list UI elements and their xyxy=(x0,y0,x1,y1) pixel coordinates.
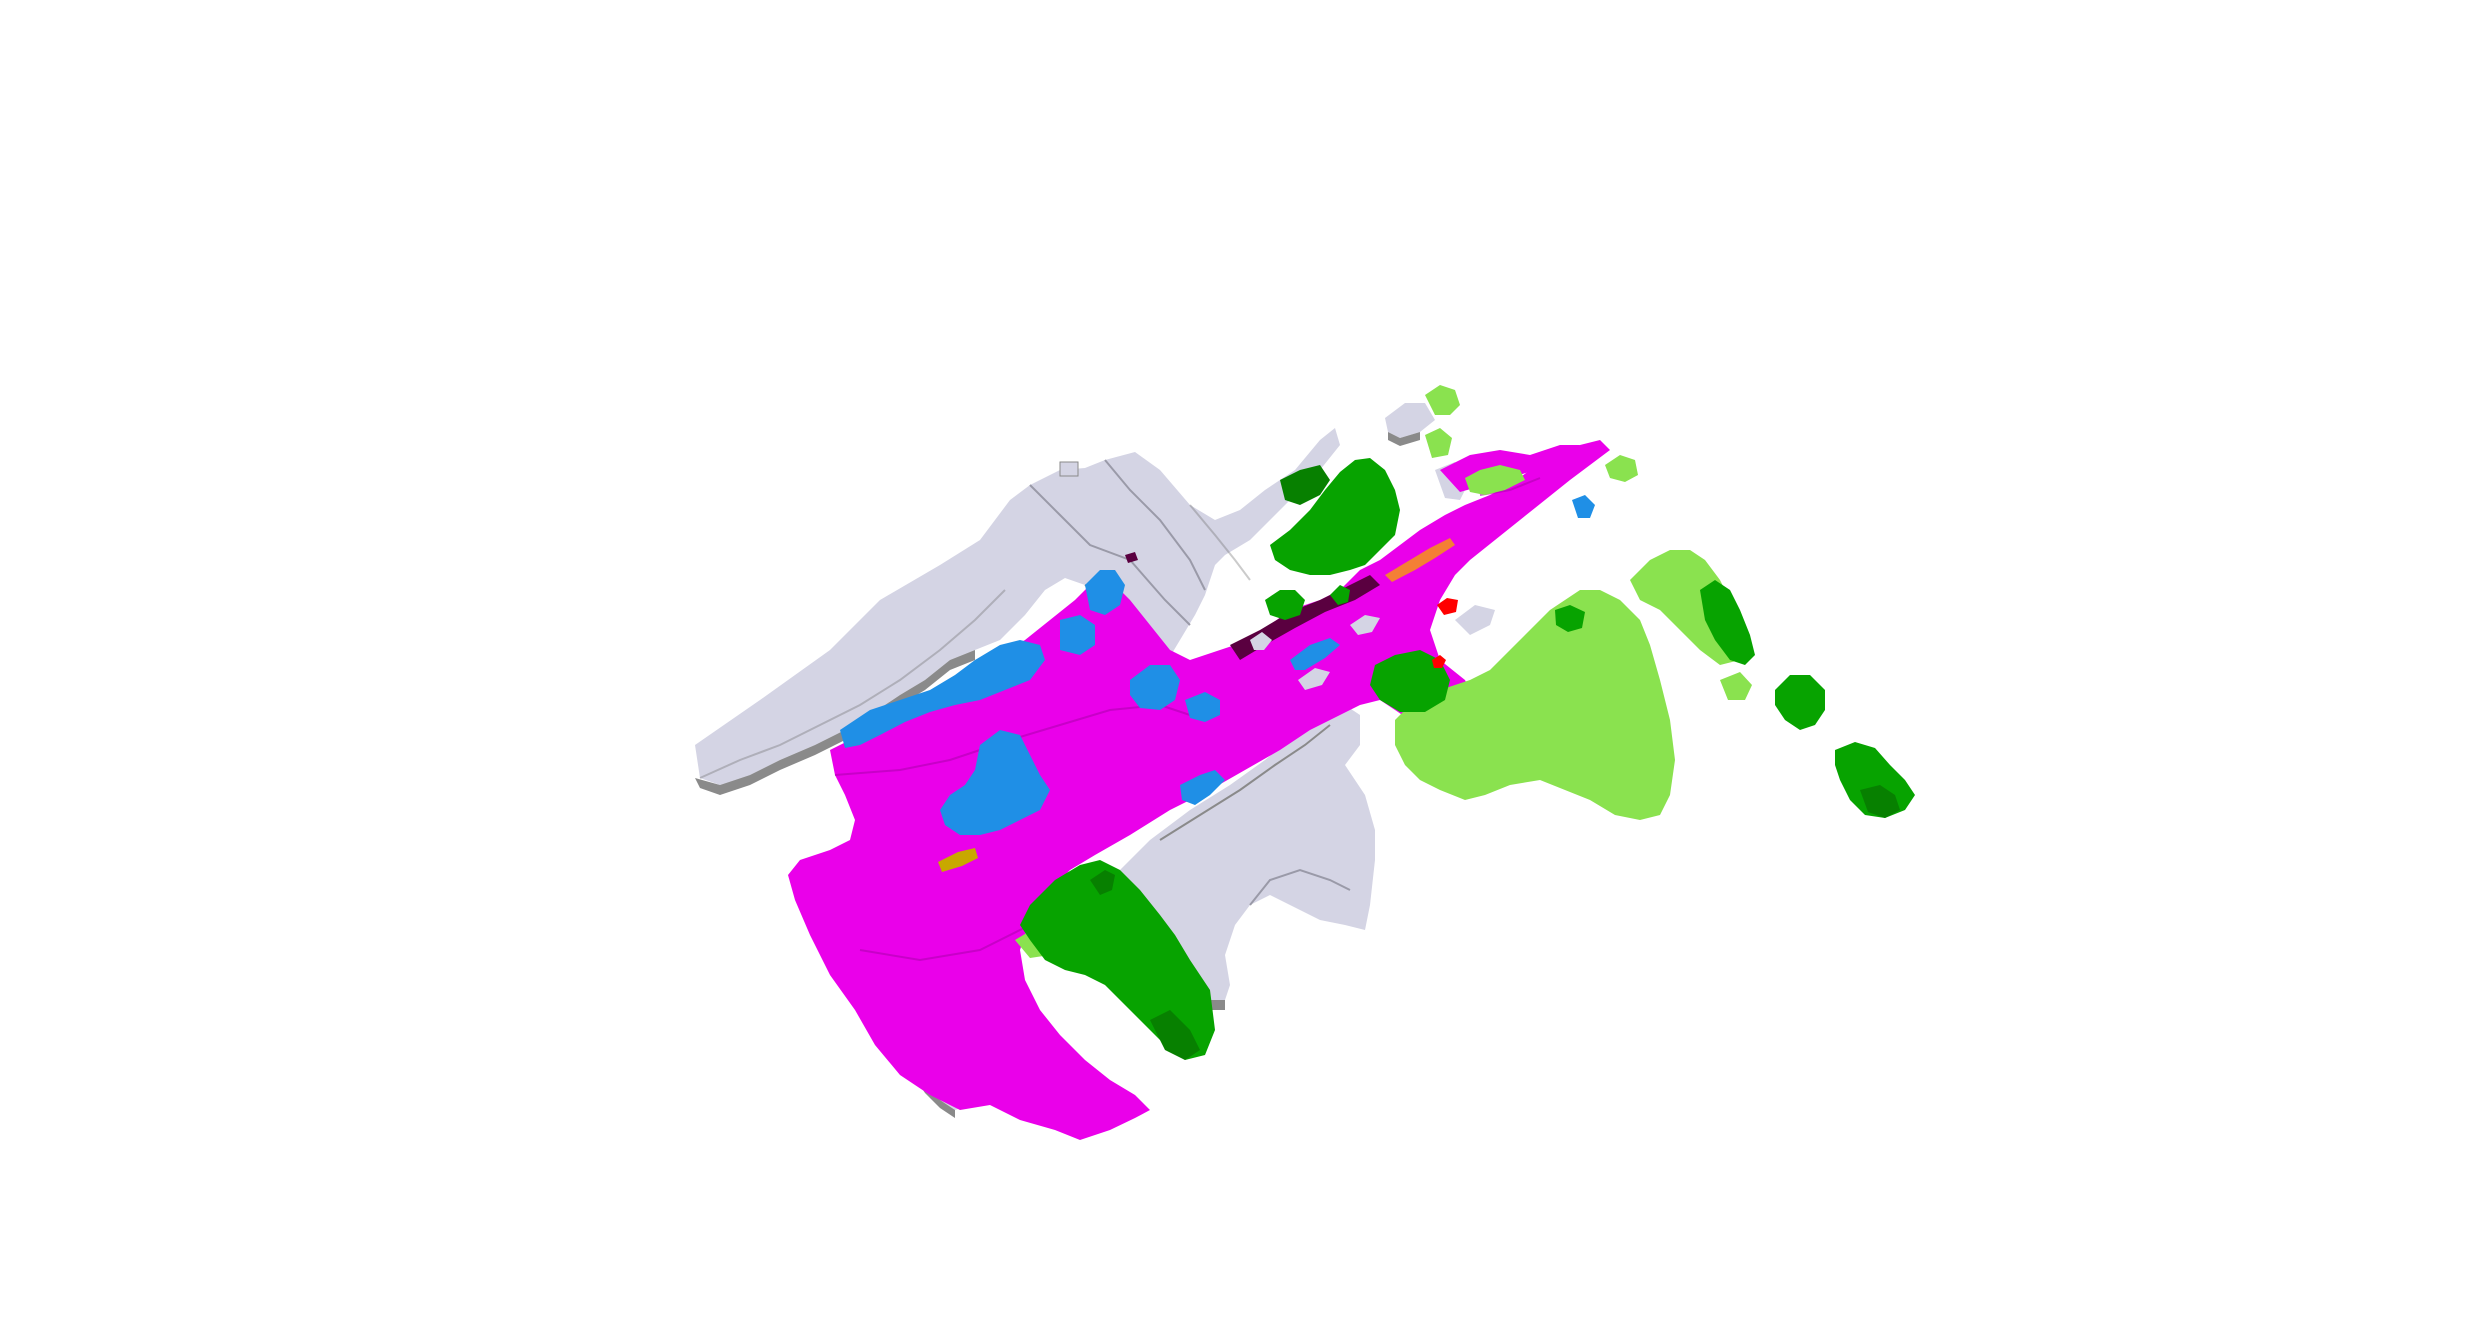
vehicles xyxy=(938,538,1495,872)
building-mass-northwest xyxy=(695,428,1340,795)
car-red-1 xyxy=(1437,598,1458,615)
vehicle-white-3 xyxy=(1455,605,1495,635)
voxel-edge-shading xyxy=(699,504,1251,779)
vehicle-yellow xyxy=(938,848,978,872)
tree-canopy xyxy=(1020,458,1915,1060)
vehicle-blue xyxy=(1290,638,1340,670)
truck-orange xyxy=(1385,538,1455,582)
vehicle-white-2 xyxy=(1350,615,1380,635)
vehicle-white-1 xyxy=(1250,632,1272,650)
vehicle-white-4 xyxy=(1298,668,1330,690)
water-bodies xyxy=(840,495,1595,835)
car-red-2 xyxy=(1432,655,1446,668)
